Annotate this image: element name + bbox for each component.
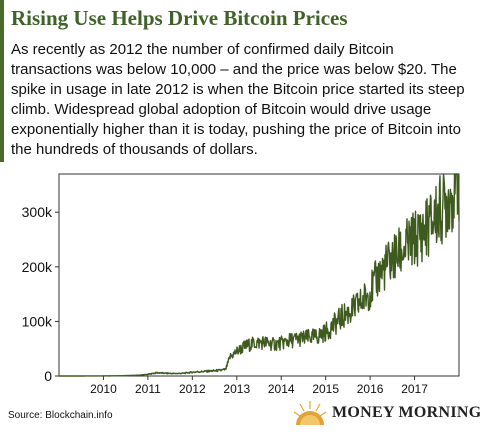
- chart-title: Rising Use Helps Drive Bitcoin Prices: [11, 6, 348, 30]
- x-tick-label: 2016: [357, 382, 384, 396]
- money-morning-logo: [294, 401, 327, 425]
- x-tick-label: 2015: [312, 382, 339, 396]
- y-tick-label: 0: [44, 368, 52, 384]
- x-tick-label: 2010: [90, 382, 117, 396]
- y-tick-label: 300k: [22, 204, 53, 220]
- y-axis: 0 100k 200k 300k: [22, 204, 59, 384]
- x-axis: 2010 2011 2012 2013 2014 2015 2016 2017: [90, 376, 428, 396]
- x-tick-label: 2012: [179, 382, 206, 396]
- source-note: Source: Blockchain.info: [8, 410, 113, 421]
- x-tick-label: 2017: [401, 382, 428, 396]
- y-tick-label: 200k: [22, 259, 53, 275]
- x-tick-label: 2013: [223, 382, 250, 396]
- series-line: [58, 173, 460, 377]
- x-tick-label: 2011: [135, 382, 161, 396]
- sunburst-icon: [294, 401, 327, 425]
- chart-description: As recently as 2012 the number of confir…: [11, 41, 465, 158]
- accent-bar: [0, 0, 4, 162]
- y-tick-label: 100k: [22, 313, 53, 329]
- money-morning-wordmark: MONEY MORNING: [332, 404, 480, 421]
- x-tick-label: 2014: [268, 382, 295, 396]
